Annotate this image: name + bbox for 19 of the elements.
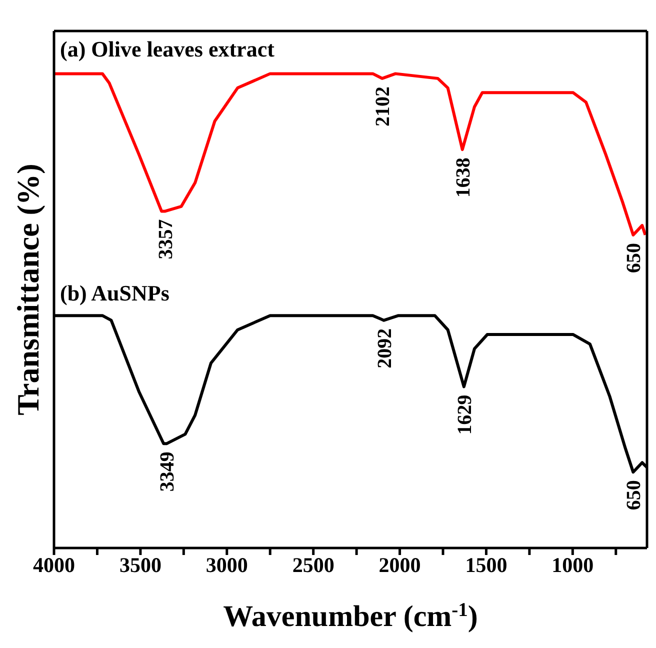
x-tick-label: 1500 — [465, 552, 508, 577]
y-axis-title: Transmittance (%) — [10, 164, 46, 416]
x-tick-label: 3500 — [119, 552, 162, 577]
x-tick-label: 4000 — [33, 552, 75, 577]
annotation: 1629 — [454, 394, 476, 435]
series-label: (b) AuSNPs — [60, 280, 170, 306]
annotation: 2102 — [372, 86, 394, 126]
x-tick-label: 2500 — [292, 552, 334, 577]
annotation: 3357 — [155, 219, 178, 260]
x-tick-label: 2000 — [378, 552, 421, 577]
x-axis-title: Wavenumber (cm$^{-1}$) — [223, 600, 478, 633]
x-tick-label: 3000 — [206, 552, 248, 577]
series-label: (a) Olive leaves extract — [60, 36, 276, 62]
annotation: 650 — [623, 242, 646, 273]
annotation: 650 — [623, 480, 646, 510]
annotation: 3349 — [156, 452, 179, 492]
annotation: 2092 — [374, 328, 396, 368]
x-tick-label: 1000 — [552, 552, 594, 577]
annotation: 1638 — [452, 158, 474, 198]
